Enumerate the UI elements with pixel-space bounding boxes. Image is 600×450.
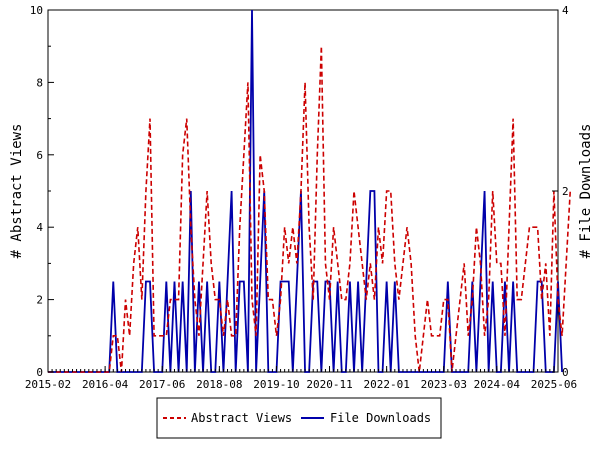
- y-left-tick-label: 2: [36, 294, 43, 307]
- legend-label-abstract-views: Abstract Views: [191, 411, 292, 425]
- x-tick-label: 2020-11: [306, 378, 352, 391]
- x-tick-label: 2017-06: [139, 378, 185, 391]
- legend-box: [156, 397, 442, 439]
- y-right-tick-label: 0: [562, 366, 569, 379]
- y-right-tick-label: 4: [562, 4, 569, 17]
- y-right-axis-title: # File Downloads: [578, 124, 594, 259]
- y-left-axis-title: # Abstract Views: [9, 124, 25, 259]
- legend-label-file-downloads: File Downloads: [330, 411, 431, 425]
- x-tick-label: 2023-03: [421, 378, 467, 391]
- y-left-tick-label: 10: [30, 4, 43, 17]
- y-left-tick-label: 4: [36, 221, 43, 234]
- x-tick-label: 2016-04: [82, 378, 129, 391]
- x-tick-label: 2015-02: [25, 378, 71, 391]
- x-tick-label: 2019-10: [253, 378, 299, 391]
- y-left-tick-label: 0: [36, 366, 43, 379]
- x-tick-label: 2018-08: [196, 378, 242, 391]
- x-tick-label: 2025-06: [531, 378, 577, 391]
- series-line-abstract-views: [48, 46, 572, 373]
- y-left-tick-label: 8: [36, 76, 43, 89]
- y-left-tick-label: 6: [36, 149, 43, 162]
- legend: Abstract Views File Downloads: [156, 397, 442, 439]
- y-right-tick-label: 2: [562, 185, 569, 198]
- x-tick-label: 2022-01: [363, 378, 409, 391]
- x-tick-label: 2024-04: [474, 378, 521, 391]
